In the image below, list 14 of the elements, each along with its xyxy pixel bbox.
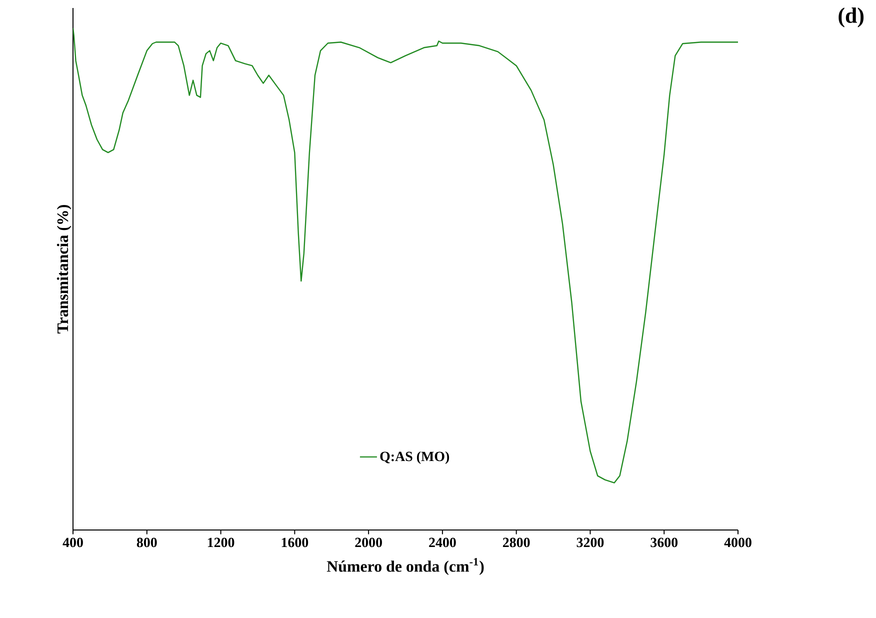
x-tick-label: 1200 <box>208 538 234 548</box>
x-tick-label: 4000 <box>724 538 752 548</box>
x-tick-label: 2000 <box>355 538 382 548</box>
x-axis-title: Número de onda (cm$^{-1}$) <box>326 558 484 576</box>
x-tick-label: 2800 <box>502 538 530 548</box>
x-tick-label: 400 <box>62 538 83 548</box>
x-tick-label: 2400 <box>429 538 456 548</box>
legend-label: Q:AS (MO) <box>380 451 450 464</box>
text: (d) <box>838 8 864 28</box>
x-tick-label: 800 <box>136 538 157 548</box>
y-axis-title: Transmitancia (%) <box>56 204 72 334</box>
x-tick-label: 1600 <box>282 538 308 548</box>
x-tick-label: 3200 <box>576 538 604 548</box>
x-tick-label: 3600 <box>650 538 678 548</box>
